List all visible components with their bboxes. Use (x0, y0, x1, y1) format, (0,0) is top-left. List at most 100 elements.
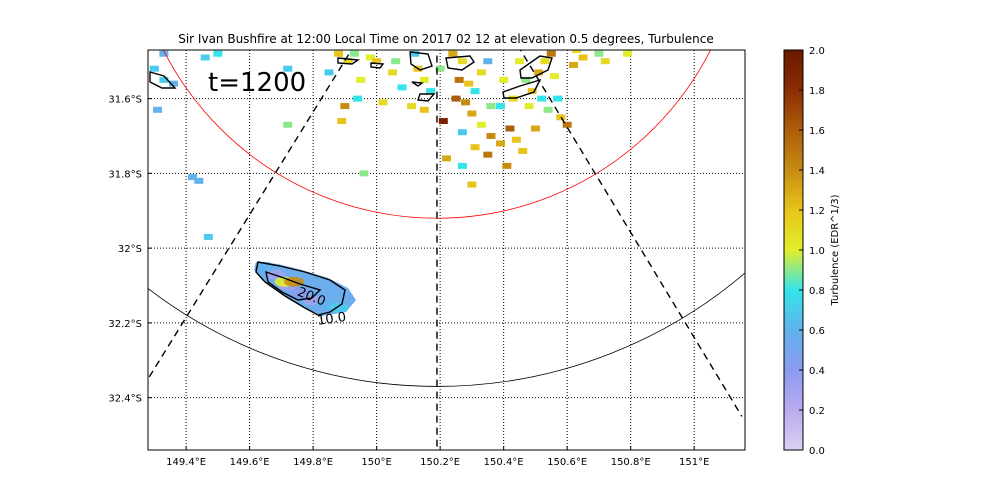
turbulence-cell (353, 95, 363, 102)
turbulence-cell (600, 58, 610, 65)
turbulence-cell (419, 106, 429, 113)
contour-top-9 (519, 55, 553, 79)
turbulence-cell (524, 103, 534, 110)
turbulence-cell (553, 95, 563, 102)
turbulence-cell (483, 151, 493, 158)
contour-top-6 (417, 93, 436, 102)
colorbar-tick-label: 0.0 (809, 446, 825, 457)
turbulence-cell (343, 58, 353, 65)
plot-area (148, 50, 745, 450)
turbulence-cell (483, 58, 493, 65)
contour-top-7 (445, 55, 475, 71)
turbulence-cell (187, 174, 197, 181)
turbulence-cell (543, 106, 553, 113)
turbulence-cell (530, 125, 540, 132)
turbulence-cell (283, 65, 293, 72)
turbulence-cell (476, 69, 486, 76)
turbulence-cell (334, 50, 344, 57)
turbulence-cell (283, 121, 293, 128)
y-tick-label: 32.4°S (108, 394, 142, 405)
x-tick-label: 150.4°E (484, 457, 524, 468)
map-gridlines (148, 50, 745, 450)
turbulence-cell (518, 147, 528, 154)
turbulence-cell (153, 106, 163, 113)
turbulence-cell (457, 129, 467, 136)
contour-lines (149, 51, 553, 316)
radar-beam-0 (148, 50, 353, 380)
y-tick-label: 32°S (118, 244, 142, 255)
chart-title: Sir Ivan Bushfire at 12:00 Local Time on… (178, 32, 714, 46)
y-axis-ticks: 31.6°S 31.8°S 32°S 32.2°S 32.4°S (108, 95, 152, 405)
turbulence-cell (549, 73, 559, 80)
turbulence-cell (537, 95, 547, 102)
turbulence-cell (407, 103, 417, 110)
x-tick-label: 150.2°E (420, 457, 460, 468)
turbulence-cell (486, 103, 496, 110)
colorbar-tick-label: 1.2 (809, 206, 825, 217)
contour-top-2 (337, 57, 361, 65)
turbulence-cell (149, 65, 159, 72)
turbulence-cell (623, 50, 633, 57)
turbulence-cell (378, 99, 388, 106)
plot-frame (147, 49, 746, 451)
turbulence-cell (569, 61, 579, 68)
turbulence-cell (194, 177, 204, 184)
turbulence-cell (502, 162, 512, 169)
contour-top-4 (409, 51, 433, 71)
turbulence-cell (527, 88, 537, 95)
turbulence-cell (505, 125, 515, 132)
y-tick-label: 31.6°S (108, 95, 142, 106)
colorbar-tick-label: 0.8 (809, 286, 825, 297)
turbulence-cell (359, 170, 369, 177)
turbulence-cell (438, 118, 448, 125)
turbulence-cell (159, 76, 169, 83)
turbulence-cell (470, 88, 480, 95)
turbulence-cell (448, 50, 458, 57)
turbulence-cell (451, 95, 461, 102)
turbulence-cell (534, 69, 544, 76)
colorbar-ticks: 0.0 0.2 0.4 0.6 0.8 1.0 1.2 1.4 1.6 1.8 2.0 (799, 46, 825, 457)
turbulence-cell (457, 58, 467, 65)
turbulence-cell (457, 162, 467, 169)
radar-beam-2 (519, 50, 743, 417)
y-tick-label: 32.2°S (108, 319, 142, 330)
y-tick-label: 31.8°S (108, 169, 142, 180)
turbulence-cell (470, 144, 480, 151)
x-tick-label: 150°E (361, 457, 391, 468)
turbulence-cell (540, 58, 550, 65)
turbulence-cell (365, 54, 375, 61)
turbulence-cell (562, 121, 572, 128)
colorbar-tick-label: 1.8 (809, 86, 825, 97)
turbulence-cell (467, 110, 477, 117)
turbulence-cell (572, 50, 582, 53)
x-tick-label: 149.6°E (230, 457, 270, 468)
turbulence-cell (324, 69, 334, 76)
turbulence-cell (442, 155, 451, 162)
turbulence-cell (511, 136, 521, 143)
turbulence-cell (159, 50, 169, 57)
turbulence-cell (495, 103, 505, 110)
turbulence-cell (426, 88, 436, 95)
turbulence-cell (499, 76, 509, 83)
contour-top-3 (370, 62, 385, 69)
colorbar-tick-label: 1.4 (809, 166, 825, 177)
turbulence-cell (397, 84, 407, 91)
turbulence-cell (349, 50, 359, 57)
x-tick-label: 149.4°E (166, 457, 206, 468)
storm-cell-core (290, 287, 311, 298)
turbulence-cell (521, 76, 531, 83)
turbulence-cell (578, 54, 588, 61)
turbulence-cell (454, 76, 464, 83)
x-tick-label: 150.6°E (547, 457, 587, 468)
turbulence-cell (435, 65, 445, 72)
turbulence-cell (372, 58, 382, 65)
turbulence-cell (203, 233, 213, 240)
turbulence-cell (594, 50, 604, 57)
time-annotation: t=1200 (208, 68, 306, 98)
colorbar-tick-label: 2.0 (809, 46, 825, 57)
turbulence-cell (461, 99, 471, 106)
turbulence-cell (340, 103, 350, 110)
turbulence-cell (467, 181, 477, 188)
turbulence-cell (486, 132, 496, 139)
